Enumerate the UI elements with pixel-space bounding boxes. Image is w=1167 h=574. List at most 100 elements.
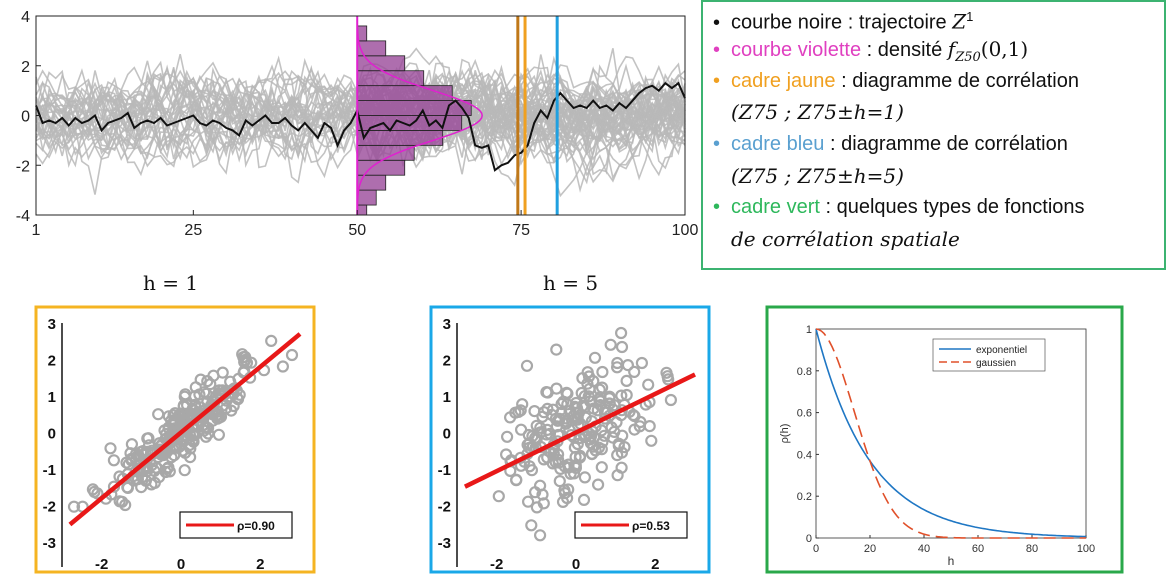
scatter-point — [67, 500, 81, 513]
x-tick-label: 2 — [651, 556, 659, 573]
y-tick-label: 2 — [443, 353, 451, 370]
scatter-point — [561, 387, 574, 400]
scatter-point — [285, 348, 299, 362]
y-tick-label: 2 — [48, 353, 56, 370]
fit-line — [68, 332, 302, 527]
y-tick-label: 0.8 — [797, 366, 812, 378]
legend-text: (Z75 ; Z75±h=5) — [731, 164, 904, 188]
scatter-point — [611, 356, 624, 370]
y-tick-label: 0 — [806, 533, 812, 545]
y-tick-label: 3 — [443, 316, 451, 333]
scatter-point — [162, 422, 176, 435]
y-tick-label: 0.4 — [797, 449, 812, 461]
scatter-point — [588, 351, 602, 364]
scatter-point — [615, 389, 628, 402]
histogram — [356, 25, 472, 216]
scatter-point — [220, 402, 233, 415]
scatter-point — [150, 461, 163, 474]
scatter-point — [635, 356, 648, 370]
scatter-point — [514, 404, 527, 417]
legend-text: : diagramme de corrélation — [824, 133, 1068, 155]
legend-item: • courbe noire : trajectoire Z1 — [713, 5, 973, 35]
scatter-point — [606, 431, 619, 444]
scatter-point — [201, 374, 214, 388]
legend-label: exponentiel — [976, 345, 1027, 356]
legend-item: de corrélation spatiale — [731, 227, 960, 252]
scatter-point — [550, 343, 563, 356]
x-tick-label: 0 — [572, 556, 580, 573]
scatter-point — [582, 390, 595, 403]
scatter-point — [592, 478, 605, 491]
scatter-point — [611, 361, 624, 374]
histogram-bar — [356, 85, 453, 101]
scatter-point — [558, 487, 572, 500]
scatter-point — [165, 451, 178, 464]
scatter-point — [530, 419, 543, 432]
y-tick-label: -2 — [16, 158, 30, 175]
correlation-functions-chart: 0 20 40 60 80 100 1 0.8 0.6 0.4 0.2 0 h ρ(h) exponenti… — [765, 305, 1124, 574]
bullet: • — [713, 39, 721, 61]
scatter-point — [178, 464, 191, 477]
scatter-point — [618, 441, 631, 454]
y-tick-label: -2 — [43, 499, 56, 516]
scatter-point — [615, 340, 629, 354]
legend-text: : densité — [861, 39, 948, 61]
series-line — [815, 328, 1086, 539]
y-tick-label: -1 — [43, 462, 56, 479]
scatter-point — [595, 461, 608, 474]
legend-label: ρ=0.90 — [237, 519, 275, 533]
histogram-bar — [356, 204, 368, 216]
scatter-point — [521, 438, 534, 451]
scatter-point — [642, 378, 655, 391]
x-tick-label: 100 — [672, 222, 699, 239]
scatter-point — [514, 423, 528, 436]
scatter-point — [516, 398, 529, 411]
legend-frame — [932, 338, 1046, 372]
scatter-point — [596, 435, 609, 449]
scatter-point — [579, 400, 592, 414]
y-tick-label: -2 — [438, 499, 451, 516]
y-tick-label: 0.6 — [797, 408, 812, 420]
y-tick-label: 4 — [21, 9, 30, 26]
y-tick-label: -3 — [43, 535, 56, 552]
x-tick-label: 1 — [32, 222, 41, 239]
legend-colored-label: cadre vert — [731, 196, 820, 218]
legend-colored-label: cadre bleu — [731, 133, 825, 155]
scatter-point — [620, 388, 633, 402]
scatter-point — [545, 408, 558, 422]
scatter-point — [540, 385, 553, 399]
legend-text: de corrélation spatiale — [731, 227, 960, 251]
y-tick-label: -3 — [438, 535, 451, 552]
scatter-point — [615, 461, 628, 474]
y-tick-label: -1 — [438, 462, 451, 479]
scatter-point — [537, 497, 550, 510]
scatter-legend: ρ=0.53 — [574, 511, 688, 539]
x-tick-label: 40 — [918, 543, 930, 555]
scatter-point — [554, 462, 567, 475]
scatter-point — [560, 415, 573, 428]
legend-box: • courbe noire : trajectoire Z1 • courbe vi… — [701, 0, 1166, 270]
scatter-point — [569, 461, 582, 474]
legend-text: courbe noire : trajectoire — [731, 11, 953, 34]
scatter-point — [202, 421, 215, 435]
scatter-point — [161, 462, 174, 475]
h1-label: h = 1 — [143, 271, 199, 295]
scatter-legend: ρ=0.90 — [179, 511, 293, 539]
legend-label: gaussien — [976, 358, 1016, 369]
histogram-bar — [356, 55, 406, 72]
x-tick-label: 2 — [256, 556, 264, 573]
scatter-point — [596, 365, 609, 379]
y-tick-label: 0.2 — [797, 491, 812, 503]
scatter-point — [596, 381, 609, 394]
scatter-point — [129, 472, 142, 485]
scatter-point — [584, 437, 597, 450]
scatter-point — [573, 451, 586, 464]
bullet: • — [713, 133, 721, 155]
scatter-point — [193, 388, 206, 401]
legend-tail: (0,1) — [980, 37, 1029, 61]
scatter-point — [178, 414, 191, 427]
x-tick-label: 20 — [864, 543, 876, 555]
scatter-point — [145, 478, 158, 491]
x-tick-label: 80 — [1026, 543, 1038, 555]
scatter-point — [567, 467, 581, 480]
